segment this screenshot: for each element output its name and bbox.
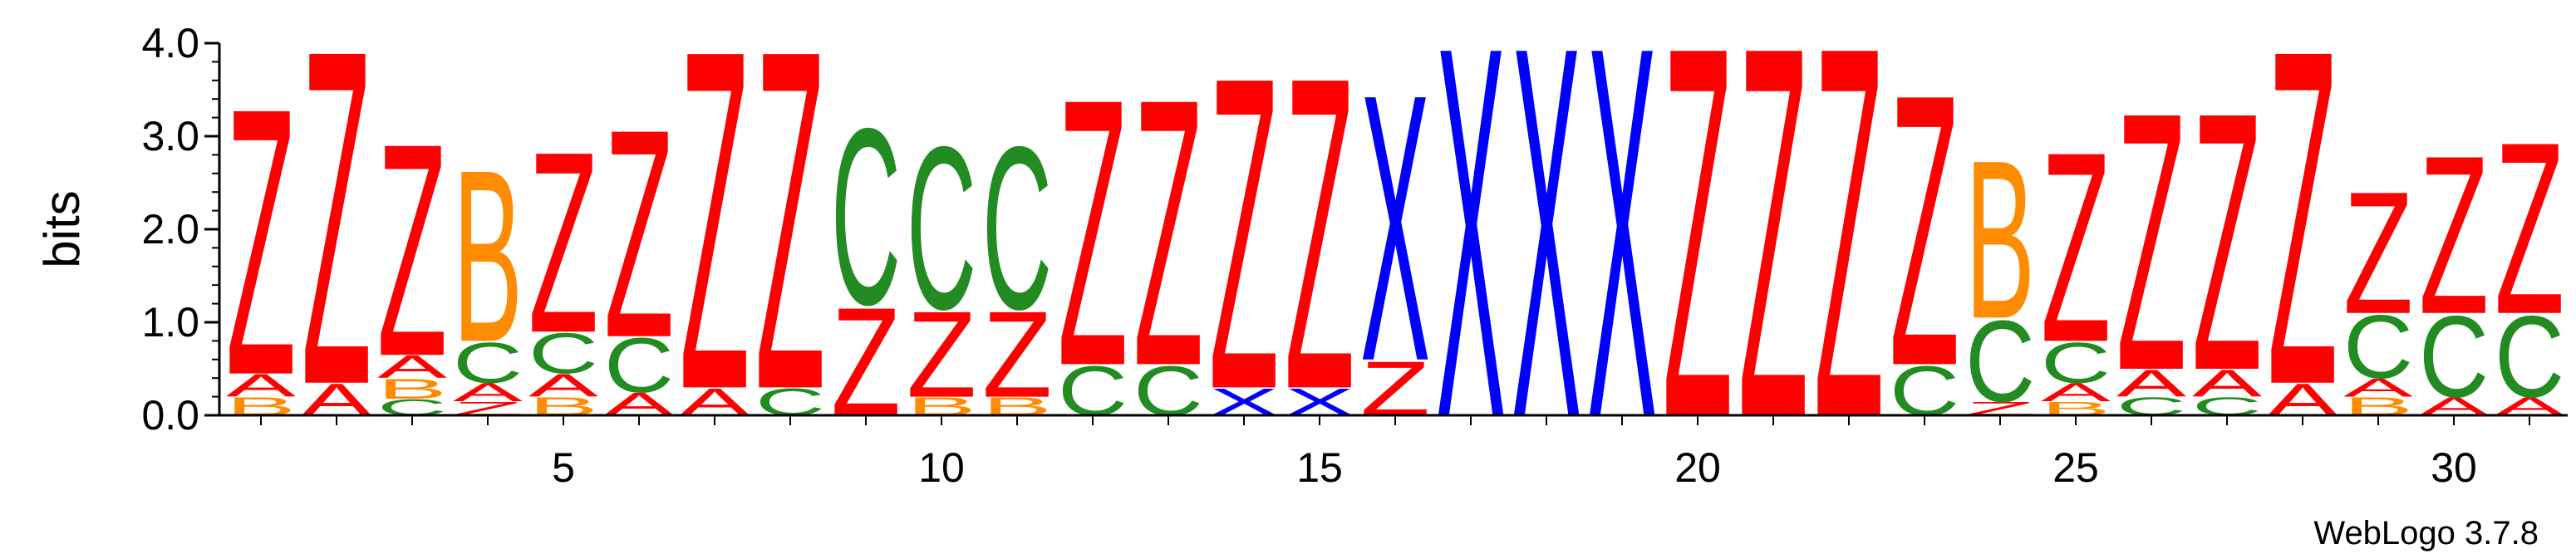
logo-letter-C: C <box>528 321 598 386</box>
y-tick-label: 0.0 <box>141 392 199 439</box>
logo-letter-A: A <box>2192 362 2263 405</box>
logo-letter-A: A <box>2116 362 2187 405</box>
logo-column-15: XZ <box>1285 0 1354 483</box>
logo-letter-A: A <box>377 349 447 385</box>
logo-letter-C: C <box>1965 297 2035 427</box>
logo-letter-A: A <box>226 368 296 404</box>
logo-letter-Z: Z <box>1133 19 1203 445</box>
logo-letter-Z: Z <box>2116 36 2186 448</box>
y-ticks: 0.0 1.0 2.0 3.0 4.0 <box>141 20 219 439</box>
y-tick-label: 2.0 <box>141 206 199 252</box>
logo-letter-C: C <box>2419 292 2489 422</box>
logo-letter-Z: Z <box>2268 0 2338 484</box>
logo-column-28: AZ <box>2268 0 2338 484</box>
logo-column-31: ACZ <box>2495 91 2564 422</box>
logo-letter-X: X <box>1436 0 1506 528</box>
logo-column-27: CAZ <box>2192 36 2263 448</box>
logo-letter-Z: Z <box>528 97 598 386</box>
logo-letter-Z: Z <box>2495 91 2564 365</box>
logo-letter-C: C <box>453 331 523 395</box>
logo-letter-A: A <box>2041 378 2111 407</box>
logo-column-17: X <box>1436 0 1506 528</box>
logo-letter-Z: Z <box>1814 0 1884 527</box>
logo-letter-Z: Z <box>1738 0 1808 527</box>
logo-letter-Z: Z <box>680 0 750 490</box>
logo-letter-Z: Z <box>2343 154 2413 350</box>
logo-column-1: BAZ <box>226 28 296 454</box>
logo-letter-C: C <box>831 76 901 357</box>
x-tick-label: 20 <box>1674 444 1721 491</box>
logo-column-2: AZ <box>302 0 371 484</box>
logo-column-26: CAZ <box>2116 36 2187 448</box>
x-tick-label: 25 <box>2052 444 2099 491</box>
logo-letter-Z: Z <box>226 28 296 454</box>
logo-letter-B: B <box>453 120 523 394</box>
logo-letter-C: C <box>2343 297 2413 398</box>
logo-letter-C: C <box>604 323 674 409</box>
logo-letter-B: B <box>1965 113 2035 365</box>
y-tick-label: 4.0 <box>141 20 199 66</box>
logo-column-9: ZC <box>831 76 901 449</box>
logo-letter-X: X <box>1587 0 1657 528</box>
logo-column-6: ACZ <box>604 69 674 423</box>
logo-column-12: CZ <box>1058 19 1128 445</box>
logo-letter-C: C <box>2041 331 2111 395</box>
logo-letter-Z: Z <box>755 0 825 490</box>
x-ticks: 5 10 15 20 25 30 <box>260 415 2530 491</box>
logo-letter-A: A <box>2343 374 2413 403</box>
logo-letter-Z: Z <box>2419 109 2489 361</box>
logo-letter-Z: Z <box>302 0 371 484</box>
logo-letter-Z: Z <box>907 287 976 424</box>
y-tick-label: 1.0 <box>141 299 199 346</box>
x-tick-label: 30 <box>2431 444 2477 491</box>
logo-letter-Z: Z <box>1285 0 1354 483</box>
logo-letter-Z: Z <box>1058 19 1128 445</box>
logo-column-13: CZ <box>1133 19 1203 445</box>
logo-letter-B: B <box>377 373 447 405</box>
logo-letter-Z: Z <box>982 287 1052 424</box>
logo-letter-Z: Z <box>604 69 674 400</box>
logo-letter-Z: Z <box>1663 0 1733 527</box>
x-tick-label: 10 <box>918 444 965 491</box>
logo-letter-A: A <box>453 378 523 407</box>
logo-column-20: Z <box>1663 0 1733 527</box>
x-tick-label: 15 <box>1296 444 1343 491</box>
logo-letter-Z: Z <box>2192 36 2262 448</box>
logo-letter-Z: Z <box>2041 96 2111 400</box>
logo-letter-C: C <box>907 99 976 358</box>
logo-letter-C: C <box>982 99 1052 358</box>
logo-column-19: X <box>1587 0 1657 528</box>
logo-letter-A: A <box>528 368 598 404</box>
x-tick-label: 5 <box>552 444 575 491</box>
logo-column-24: ZCB <box>1965 113 2035 427</box>
logo-letter-Z: Z <box>1890 14 1959 447</box>
logo-column-18: X <box>1512 0 1581 528</box>
logo-column-21: Z <box>1738 0 1808 527</box>
logo-letter-X: X <box>1360 15 1430 441</box>
logo-column-22: Z <box>1814 0 1884 527</box>
y-axis-label: bits <box>34 190 90 267</box>
logo-column-14: XZ <box>1209 0 1279 483</box>
logo-letter-C: C <box>2495 292 2564 422</box>
logo-column-30: ACZ <box>2419 109 2489 422</box>
logo-column-8: CZ <box>755 0 825 490</box>
logo-column-7: AZ <box>680 0 750 490</box>
y-tick-label: 3.0 <box>141 113 199 159</box>
footer-version: WebLogo 3.7.8 <box>2313 515 2539 552</box>
logo-letter-X: X <box>1512 0 1581 528</box>
logo-letter-Z: Z <box>377 80 447 419</box>
logo-column-10: BZC <box>907 99 976 424</box>
logo-letter-Z: Z <box>1209 0 1279 483</box>
logo-column-16: ZX <box>1360 15 1430 441</box>
logo-column-23: CZ <box>1890 14 1959 447</box>
logo-column-11: BZC <box>982 99 1052 424</box>
